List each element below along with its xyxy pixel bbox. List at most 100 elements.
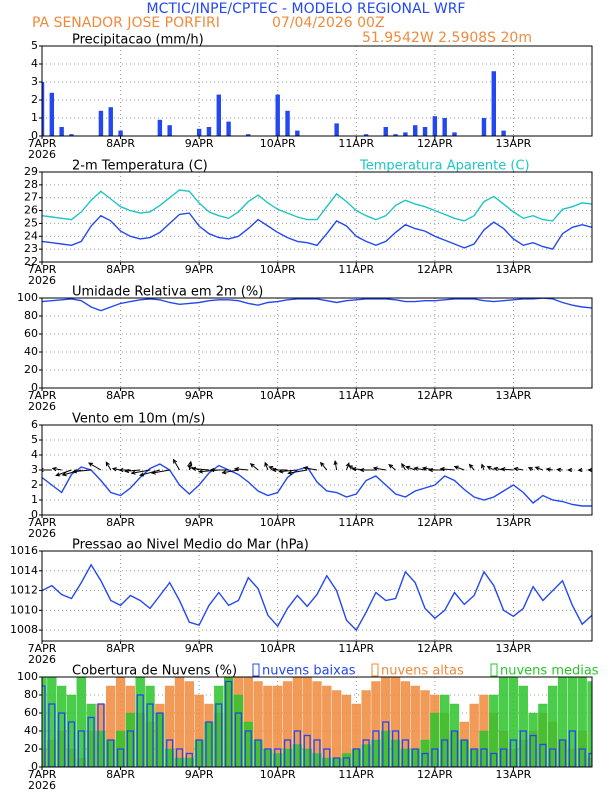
wind-arrow bbox=[401, 462, 406, 471]
x-tick-label: 8APR bbox=[106, 137, 135, 150]
y-tick-label: 5 bbox=[31, 39, 38, 52]
y-tick-label: 27 bbox=[24, 191, 38, 204]
wind-arrow bbox=[545, 467, 553, 472]
y-tick-label: 6 bbox=[31, 418, 38, 431]
x-tick-label: 11APR bbox=[338, 768, 374, 781]
bar bbox=[76, 677, 86, 767]
bar bbox=[577, 677, 587, 767]
plot-area bbox=[42, 298, 592, 312]
bar bbox=[157, 119, 163, 136]
y-tick-label: 2 bbox=[31, 478, 38, 491]
bar bbox=[383, 127, 388, 136]
bar bbox=[42, 685, 46, 767]
wind-arrow bbox=[345, 462, 350, 471]
wind-arrow bbox=[209, 467, 229, 473]
run-time: 07/04/2026 00Z bbox=[272, 15, 385, 31]
x-tick-label: 11APR bbox=[338, 389, 374, 402]
bar bbox=[470, 748, 478, 767]
x-tick-label: 11APR bbox=[338, 263, 374, 276]
y-tick-label: 4 bbox=[31, 448, 38, 461]
bar bbox=[69, 134, 74, 136]
bar bbox=[371, 681, 381, 767]
bar bbox=[332, 690, 342, 767]
x-tick-label: 9APR bbox=[185, 516, 214, 529]
y-tick-label: 3 bbox=[31, 463, 38, 476]
bar bbox=[216, 94, 221, 136]
wind-arrow bbox=[439, 466, 455, 472]
x-year-label: 2026 bbox=[28, 148, 56, 161]
y-tick-label: 24 bbox=[24, 229, 38, 242]
wind-arrow bbox=[556, 467, 563, 473]
wind-arrow bbox=[486, 465, 495, 471]
y-tick-label: 20 bbox=[24, 742, 38, 755]
bar bbox=[264, 748, 272, 767]
legend-label: 2-m Temperatura (C) bbox=[72, 159, 208, 174]
x-tick-label: 13APR bbox=[496, 137, 532, 150]
bar bbox=[341, 753, 352, 767]
bar bbox=[106, 685, 116, 767]
bar bbox=[538, 703, 548, 767]
wind-arrow bbox=[249, 463, 259, 471]
legend-swatch bbox=[490, 663, 498, 677]
wind-arrow bbox=[172, 458, 180, 471]
bar bbox=[341, 694, 352, 767]
y-tick-label: 1010 bbox=[10, 603, 38, 616]
panel-frame bbox=[41, 45, 593, 137]
bar bbox=[442, 118, 447, 136]
wind-arrow bbox=[233, 466, 249, 472]
y-tick-label: 1 bbox=[31, 493, 38, 506]
bar bbox=[118, 130, 123, 136]
bar bbox=[243, 721, 253, 767]
wind-arrow bbox=[577, 467, 583, 473]
bar bbox=[233, 694, 244, 767]
bar bbox=[410, 685, 420, 767]
bar bbox=[432, 116, 438, 136]
bar bbox=[196, 128, 202, 136]
wind-arrow bbox=[500, 467, 514, 472]
bar bbox=[363, 134, 369, 136]
bar bbox=[58, 712, 66, 767]
wind-arrow bbox=[124, 468, 141, 474]
bar bbox=[165, 748, 175, 767]
bar bbox=[501, 130, 506, 136]
panel-title: Precipitacao (mm/h) bbox=[72, 33, 204, 48]
bar bbox=[253, 681, 263, 767]
bar bbox=[225, 680, 233, 767]
page-title: MCTIC/INPE/CPTEC - MODELO REGIONAL WRF bbox=[147, 1, 466, 17]
x-tick-label: 8APR bbox=[106, 768, 135, 781]
wind-arrow bbox=[105, 461, 112, 471]
x-year-label: 2026 bbox=[28, 400, 56, 413]
y-tick-label: 60 bbox=[24, 327, 38, 340]
bar bbox=[322, 685, 332, 767]
bar bbox=[174, 677, 185, 767]
bar bbox=[333, 757, 341, 767]
x-tick-label: 7APR bbox=[28, 263, 57, 276]
bar bbox=[282, 681, 293, 767]
bar bbox=[226, 121, 231, 136]
y-tick-label: 26 bbox=[24, 204, 38, 217]
wind-arrow bbox=[287, 469, 308, 475]
bar bbox=[184, 757, 194, 767]
panel-frame bbox=[41, 297, 593, 389]
y-tick-label: 60 bbox=[24, 706, 38, 719]
bar bbox=[293, 730, 301, 767]
line bbox=[42, 563, 592, 632]
bar bbox=[587, 681, 592, 767]
x-tick-label: 12APR bbox=[417, 516, 453, 529]
panel-title: Pressao ao Nivel Medio do Mar (hPa) bbox=[72, 538, 309, 553]
wind-arrow bbox=[413, 466, 426, 471]
wind-arrow bbox=[333, 459, 338, 471]
bar bbox=[115, 677, 126, 767]
wind-arrow bbox=[481, 463, 486, 471]
bar bbox=[549, 748, 557, 767]
bar bbox=[174, 757, 185, 767]
x-tick-label: 12APR bbox=[417, 389, 453, 402]
wind-arrow bbox=[130, 469, 151, 475]
bar bbox=[481, 118, 487, 136]
x-tick-label: 8APR bbox=[106, 263, 135, 276]
wind-arrow bbox=[372, 466, 386, 471]
wind-arrow bbox=[264, 461, 269, 471]
bar bbox=[145, 685, 155, 767]
bar bbox=[567, 677, 577, 767]
panel-title: Vento em 10m (m/s) bbox=[72, 412, 205, 427]
